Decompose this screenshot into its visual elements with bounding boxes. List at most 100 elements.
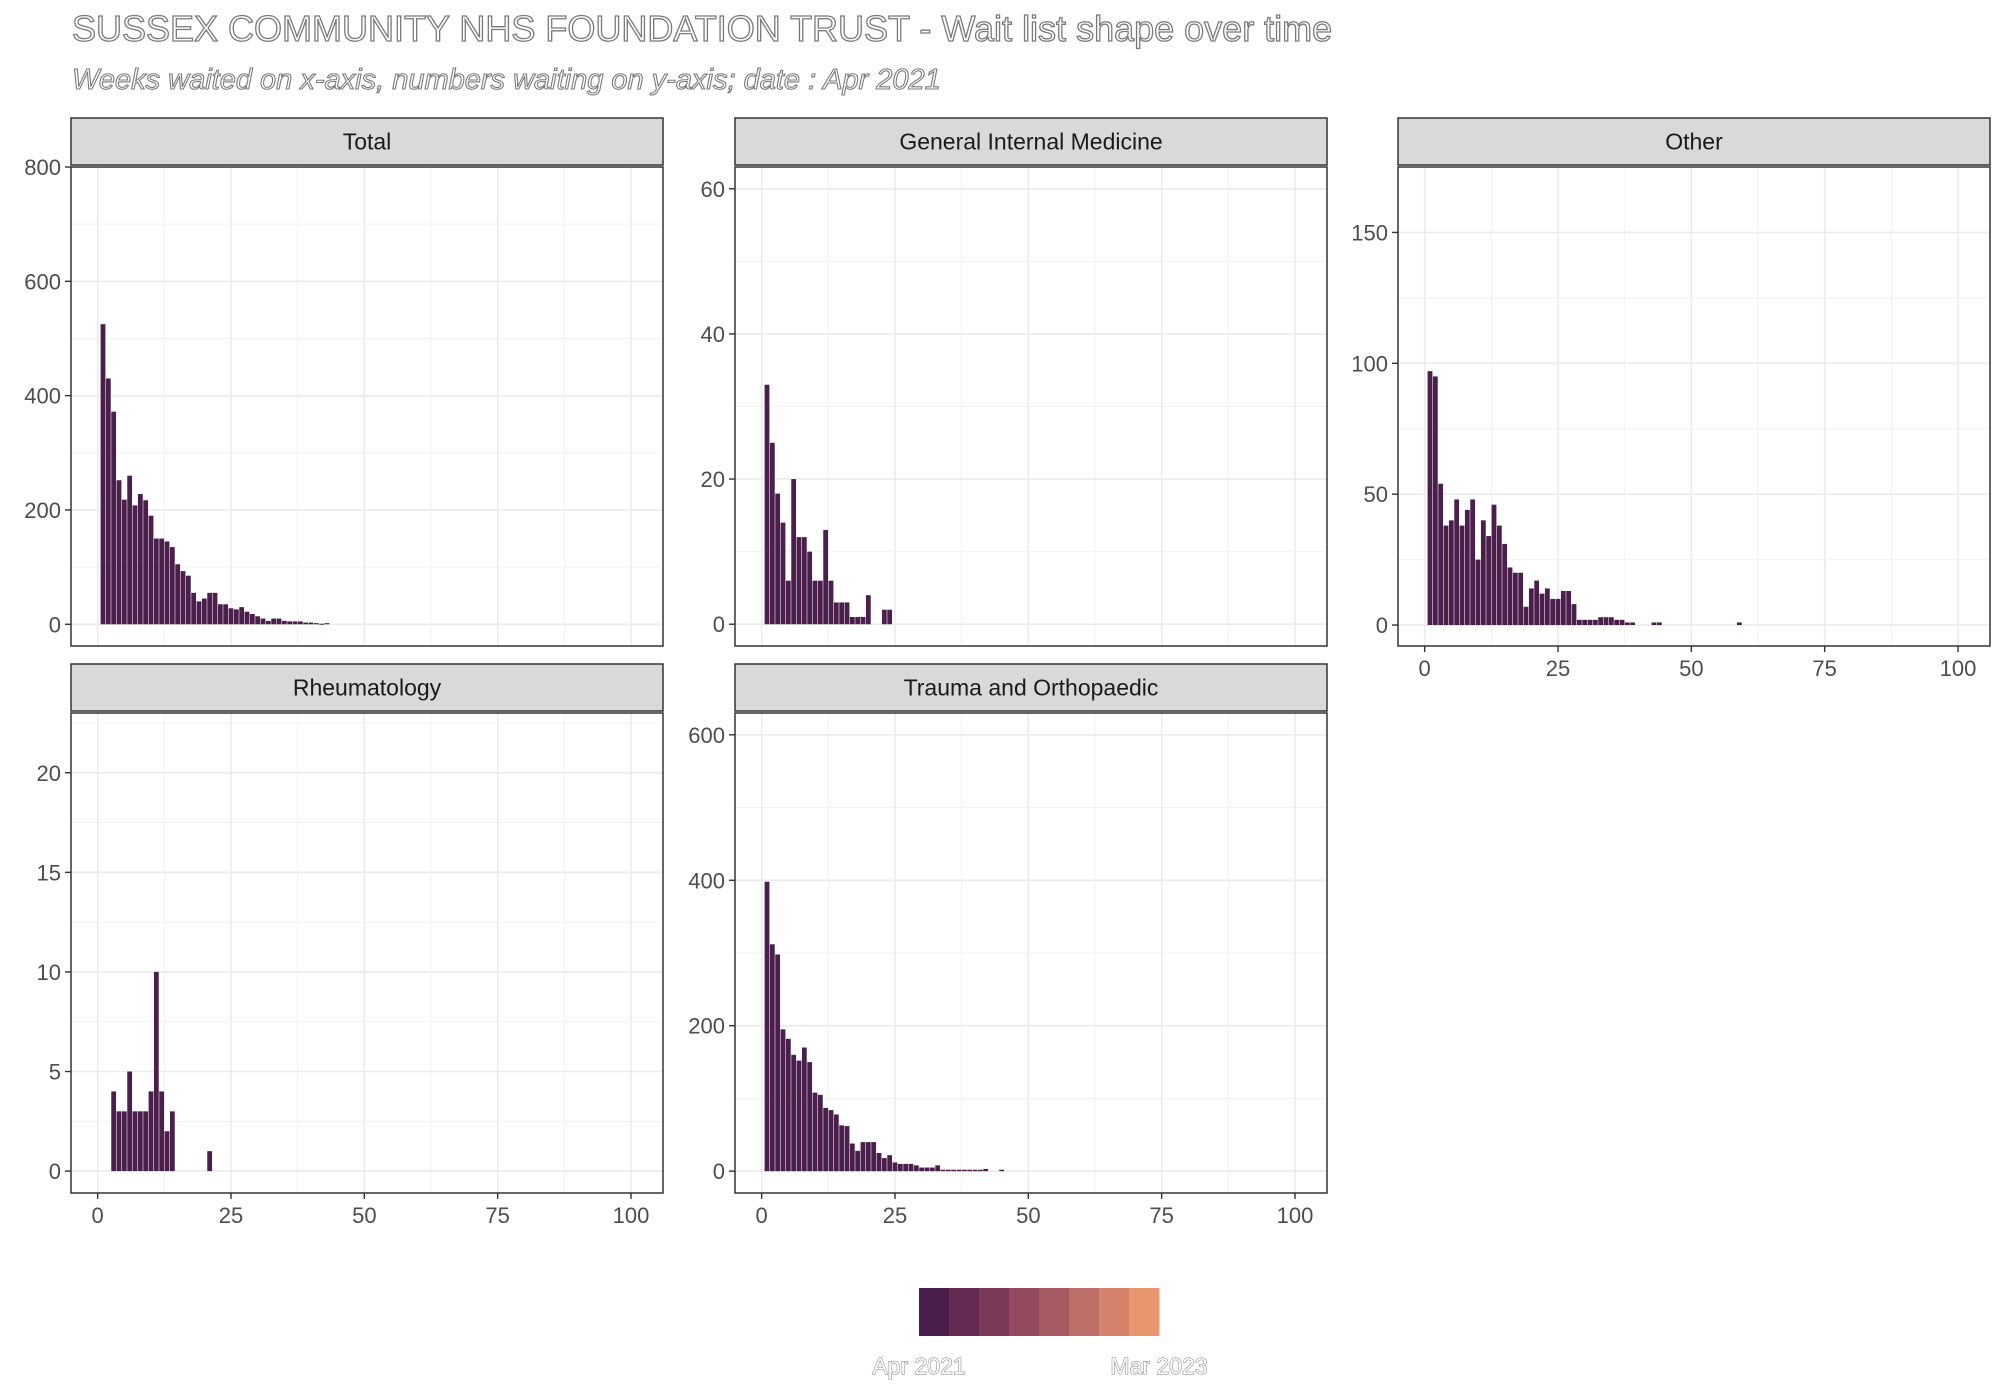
y-tick-label: 10: [37, 960, 61, 985]
bar: [1539, 593, 1545, 626]
bar: [191, 592, 197, 625]
y-tick-label: 60: [701, 177, 725, 202]
x-tick-label: 25: [883, 1203, 907, 1228]
bar: [839, 1125, 845, 1172]
y-tick-label: 0: [713, 612, 725, 637]
bar: [121, 1111, 127, 1172]
bar: [100, 324, 106, 625]
facet-strip-label: Rheumatology: [293, 675, 442, 701]
bar: [319, 623, 325, 625]
bar: [196, 601, 202, 625]
bar: [828, 1110, 834, 1172]
bar: [951, 1169, 957, 1172]
bar: [796, 537, 802, 625]
legend-swatch: [1009, 1288, 1040, 1336]
bar: [999, 1169, 1005, 1172]
bar: [308, 622, 314, 625]
bar: [945, 1169, 951, 1172]
bar: [849, 616, 855, 625]
bar: [801, 537, 807, 625]
y-tick-label: 800: [24, 155, 61, 180]
x-tick-label: 25: [1546, 656, 1570, 681]
bar: [212, 592, 218, 625]
bar: [271, 618, 277, 625]
bar: [1571, 604, 1577, 626]
bar: [1614, 619, 1620, 626]
bar: [769, 944, 775, 1172]
bar: [217, 604, 223, 625]
bar: [785, 1038, 791, 1172]
bar: [1576, 619, 1582, 626]
y-tick-label: 0: [49, 612, 61, 637]
bar: [844, 1126, 850, 1172]
panel-border: [70, 712, 664, 1194]
bar: [908, 1163, 914, 1172]
bar: [1592, 619, 1598, 626]
bar: [1624, 622, 1630, 626]
bar: [105, 378, 111, 625]
bar: [292, 621, 298, 625]
facet-strip: [70, 663, 664, 712]
bar: [201, 598, 207, 625]
bar: [775, 493, 781, 625]
bar: [1427, 371, 1433, 626]
bar: [1470, 499, 1476, 626]
bar: [897, 1163, 903, 1172]
legend-min-label: Apr 2021: [872, 1353, 965, 1379]
bar: [244, 611, 250, 625]
bar: [207, 592, 213, 625]
y-tick-label: 200: [688, 1014, 725, 1039]
bar: [791, 1054, 797, 1172]
y-tick-label: 5: [49, 1060, 61, 1085]
bar: [1491, 504, 1497, 626]
bar: [1619, 619, 1625, 626]
bar: [1550, 598, 1556, 626]
facet-strip: [1397, 117, 1991, 166]
bar: [297, 621, 303, 625]
bar: [169, 547, 175, 625]
bar: [1598, 617, 1604, 626]
legend-swatch: [1039, 1288, 1070, 1336]
bar: [153, 971, 159, 1172]
bar: [844, 602, 850, 625]
bar: [137, 493, 143, 625]
bar: [812, 580, 818, 625]
bar: [881, 1158, 887, 1172]
bar: [164, 541, 170, 625]
facet-strip-label: Other: [1665, 129, 1723, 155]
bar: [132, 1111, 138, 1172]
panel-border: [70, 166, 664, 647]
bar: [833, 1114, 839, 1172]
bar: [287, 621, 293, 625]
bar: [169, 1111, 175, 1172]
facet-panel: Trauma and Orthopaedic 0 200 400 600 0 25 50 75 1…: [688, 663, 1328, 1228]
bar: [796, 1060, 802, 1172]
bar: [260, 618, 266, 625]
bar: [1544, 588, 1550, 626]
bar: [127, 475, 133, 625]
bar: [956, 1169, 962, 1172]
x-tick-label: 100: [1277, 1203, 1314, 1228]
bar: [780, 1029, 786, 1172]
x-tick-label: 0: [1419, 656, 1431, 681]
y-tick-label: 20: [701, 467, 725, 492]
facet-panel: Total 0 200 400 600 800: [24, 117, 664, 647]
bar: [233, 609, 239, 625]
bar: [303, 622, 309, 625]
date-legend: Apr 2021 Mar 2023: [872, 1288, 1208, 1380]
bar: [823, 529, 829, 625]
bar: [849, 1143, 855, 1172]
x-tick-label: 100: [613, 1203, 650, 1228]
bar: [111, 1091, 117, 1172]
panel-border: [734, 166, 1328, 647]
bar: [924, 1167, 930, 1172]
bar: [972, 1169, 978, 1172]
y-tick-label: 15: [37, 860, 61, 885]
y-tick-label: 0: [1376, 613, 1388, 638]
bar: [1475, 559, 1481, 626]
chart-subtitle: Weeks waited on x-axis, numbers waiting …: [71, 63, 941, 96]
x-tick-label: 50: [1016, 1203, 1040, 1228]
legend-swatch: [1069, 1288, 1100, 1336]
bar: [1443, 525, 1449, 626]
